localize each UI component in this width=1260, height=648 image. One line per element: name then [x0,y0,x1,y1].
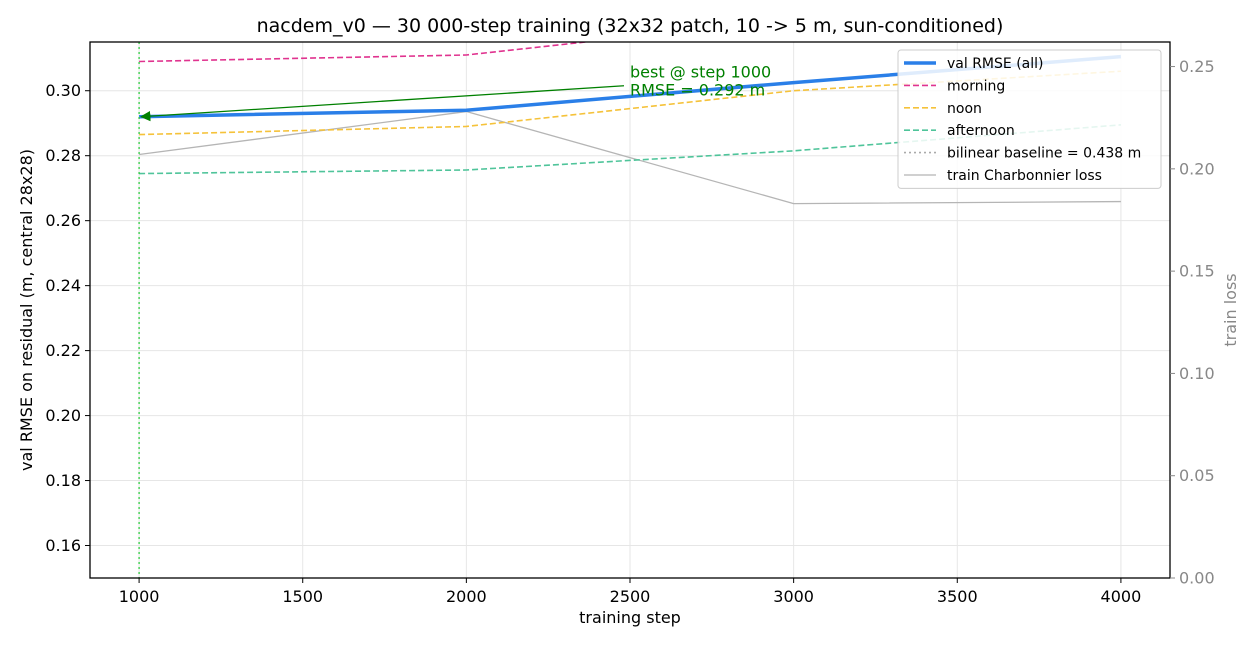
y2-tick-label: 0.20 [1179,159,1215,178]
series-line-train-charbonnier-loss [139,110,1121,205]
y2-tick-label: 0.10 [1179,364,1215,383]
y-tick-label: 0.20 [45,406,81,425]
legend-box [897,49,1162,189]
annotation-line-1: best @ step 1000 [630,63,771,82]
y-tick-label: 0.24 [45,276,81,295]
legend-label: afternoon [947,123,1015,139]
legend-label: morning [947,78,1005,94]
legend-label: train Charbonnier loss [947,168,1102,184]
y2-tick-label: 0.05 [1179,466,1215,485]
x-tick-label: 4000 [1101,587,1142,606]
y-tick-label: 0.28 [45,146,81,165]
x-tick-label: 2000 [446,587,487,606]
legend-label: val RMSE (all) [947,56,1043,72]
y-tick-label: 0.22 [45,341,81,360]
y-axis-ticks: 0.16 0.18 0.20 0.22 0.24 0.26 0.28 0.30 [45,81,90,555]
y-tick-label: 0.30 [45,81,81,100]
annotation-line-2: RMSE = 0.292 m [630,81,765,100]
x-tick-label: 1000 [119,587,160,606]
y-tick-label: 0.18 [45,471,81,490]
legend: val RMSE (all) morning noon afternoon biline… [897,49,1162,189]
x-axis-label: training step [579,608,681,627]
y2-tick-label: 0.25 [1179,57,1215,76]
series-line-morning [139,42,593,63]
x-axis-ticks: 1000 1500 2000 2500 3000 3500 4000 [119,578,1142,606]
legend-label: bilinear baseline = 0.438 m [947,146,1141,162]
chart-title: nacdem_v0 — 30 000-step training (32x32 … [257,15,1004,37]
legend-label: noon [947,101,982,117]
x-tick-label: 2500 [610,587,651,606]
x-tick-label: 3000 [773,587,814,606]
x-tick-label: 3500 [937,587,978,606]
y-tick-label: 0.16 [45,536,81,555]
annotation-arrow [140,85,625,122]
y2-tick-label: 0.00 [1179,569,1215,588]
y2-axis-label: train loss [1221,273,1240,346]
y2-axis-ticks: 0.00 0.05 0.10 0.15 0.20 0.25 [1170,57,1215,588]
y2-tick-label: 0.15 [1179,262,1215,281]
y-tick-label: 0.26 [45,211,81,230]
x-tick-label: 1500 [282,587,323,606]
y-axis-label: val RMSE on residual (m, central 28x28) [17,149,36,471]
